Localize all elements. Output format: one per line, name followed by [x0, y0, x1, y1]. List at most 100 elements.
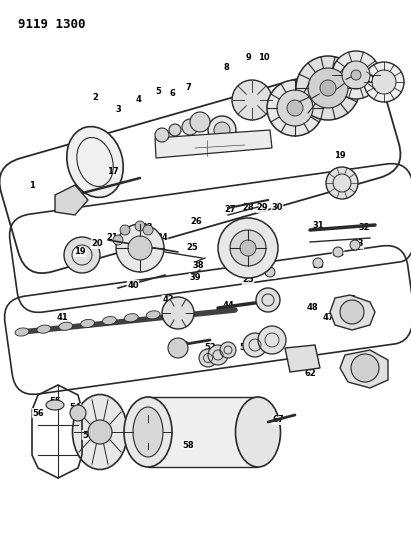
Text: 21: 21 [106, 232, 118, 241]
Text: 19: 19 [334, 150, 346, 159]
Polygon shape [155, 130, 272, 158]
Text: 4: 4 [135, 95, 141, 104]
Circle shape [351, 354, 379, 382]
Text: 46: 46 [334, 311, 346, 319]
Circle shape [135, 221, 145, 231]
Text: 67: 67 [272, 416, 284, 424]
Text: 40: 40 [127, 280, 139, 289]
Ellipse shape [67, 126, 123, 197]
Circle shape [313, 258, 323, 268]
Text: 33: 33 [352, 239, 364, 248]
Ellipse shape [236, 397, 280, 467]
Text: 34: 34 [332, 248, 344, 257]
Circle shape [64, 237, 100, 273]
Text: 50: 50 [209, 353, 221, 362]
Text: 57: 57 [82, 431, 94, 440]
Circle shape [372, 70, 396, 94]
Circle shape [256, 288, 280, 312]
Ellipse shape [102, 317, 116, 325]
Circle shape [350, 240, 360, 250]
Text: 19: 19 [74, 247, 86, 256]
Text: 47: 47 [322, 313, 334, 322]
Text: 28: 28 [242, 204, 254, 213]
Ellipse shape [168, 308, 182, 316]
Text: 35: 35 [312, 261, 324, 270]
Circle shape [155, 128, 169, 142]
Text: 61: 61 [290, 356, 302, 365]
Circle shape [277, 90, 313, 126]
Circle shape [162, 297, 194, 329]
Text: 48: 48 [306, 303, 318, 311]
Text: 54: 54 [69, 403, 81, 413]
Text: 42: 42 [162, 295, 174, 304]
Circle shape [199, 349, 217, 367]
Text: 25: 25 [186, 244, 198, 253]
Circle shape [169, 124, 181, 136]
Circle shape [190, 112, 210, 132]
Ellipse shape [124, 397, 172, 467]
Text: 17: 17 [107, 167, 119, 176]
Text: 9: 9 [245, 53, 251, 62]
Ellipse shape [81, 319, 95, 327]
Circle shape [332, 51, 380, 99]
Text: 52: 52 [204, 343, 216, 352]
Text: 20: 20 [91, 239, 103, 248]
Circle shape [240, 240, 256, 256]
Ellipse shape [125, 313, 138, 322]
Text: 43: 43 [164, 313, 176, 322]
Ellipse shape [59, 322, 73, 330]
Ellipse shape [72, 394, 127, 470]
Circle shape [128, 236, 152, 260]
Text: 26: 26 [190, 217, 202, 227]
Circle shape [265, 267, 275, 277]
Circle shape [120, 225, 130, 235]
Circle shape [267, 80, 323, 136]
Circle shape [320, 80, 336, 96]
Text: 24: 24 [156, 232, 168, 241]
Circle shape [70, 405, 86, 421]
Text: 44: 44 [222, 301, 234, 310]
Circle shape [287, 100, 303, 116]
Text: 7: 7 [185, 84, 191, 93]
Circle shape [258, 326, 286, 354]
Text: 27: 27 [224, 206, 236, 214]
Circle shape [232, 80, 272, 120]
Circle shape [342, 61, 370, 89]
Text: 23: 23 [141, 223, 153, 232]
Circle shape [208, 345, 228, 365]
Text: 31: 31 [312, 221, 324, 230]
Text: 6: 6 [169, 88, 175, 98]
Ellipse shape [133, 407, 163, 457]
Text: 11: 11 [364, 76, 376, 85]
Text: 15: 15 [212, 139, 224, 148]
Circle shape [364, 62, 404, 102]
Text: 10: 10 [258, 52, 270, 61]
Bar [148, 397, 258, 467]
Text: 32: 32 [358, 223, 370, 232]
Text: 56: 56 [32, 408, 44, 417]
Circle shape [143, 225, 153, 235]
Circle shape [116, 224, 164, 272]
Text: 30: 30 [271, 203, 283, 212]
Text: 58: 58 [182, 440, 194, 449]
Circle shape [351, 70, 361, 80]
Text: 36: 36 [264, 270, 276, 279]
Text: 62: 62 [304, 368, 316, 377]
Text: 51: 51 [199, 353, 211, 362]
Circle shape [218, 218, 278, 278]
Text: 60: 60 [262, 341, 274, 350]
Text: 29: 29 [256, 204, 268, 213]
Circle shape [182, 119, 198, 135]
Circle shape [296, 56, 360, 120]
Text: 12: 12 [344, 68, 356, 77]
Ellipse shape [37, 325, 51, 333]
Circle shape [243, 333, 267, 357]
Text: 8: 8 [223, 63, 229, 72]
Circle shape [88, 420, 112, 444]
Circle shape [340, 300, 364, 324]
Text: 45: 45 [344, 295, 356, 304]
Circle shape [333, 247, 343, 257]
Ellipse shape [46, 400, 64, 410]
Text: 39: 39 [189, 273, 201, 282]
Circle shape [113, 235, 123, 245]
